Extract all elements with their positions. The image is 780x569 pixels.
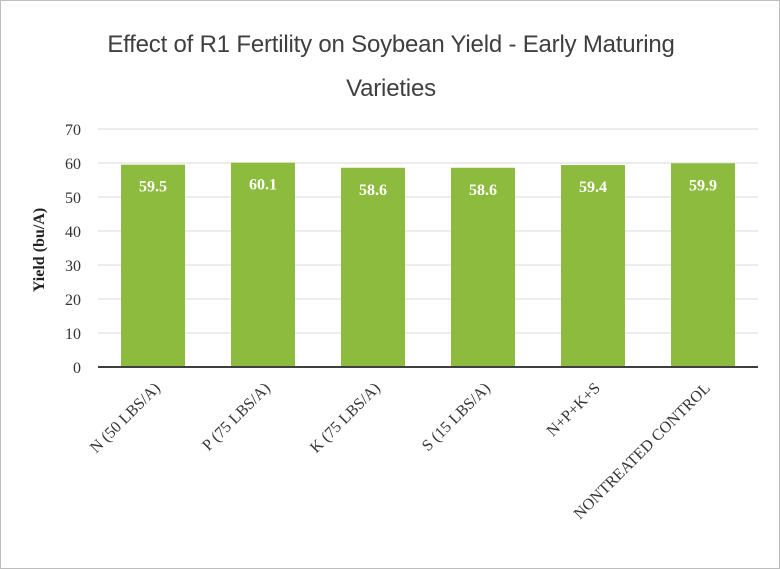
y-tick-label: 20 xyxy=(65,292,81,309)
x-tick-label: N+P+K+S xyxy=(544,380,604,440)
bar xyxy=(451,167,515,367)
y-tick-label: 30 xyxy=(65,258,81,275)
bar xyxy=(561,165,625,367)
data-label: 59.9 xyxy=(689,177,717,194)
bar xyxy=(121,164,185,367)
bar xyxy=(341,167,405,367)
x-axis-categories: N (50 LBS/A) P (75 LBS/A) K (75 LBS/A) S (1… xyxy=(87,380,714,523)
data-label: 60.1 xyxy=(249,177,277,194)
data-labels: 59.5 60.1 58.6 58.6 59.4 59.9 xyxy=(139,177,717,199)
data-label: 58.6 xyxy=(469,182,497,199)
bar xyxy=(231,162,295,367)
chart-title: Effect of R1 Fertility on Soybean Yield … xyxy=(107,31,675,102)
data-label: 59.5 xyxy=(139,179,167,196)
x-tick-label: K (75 LBS/A) xyxy=(307,380,384,457)
y-tick-label: 10 xyxy=(65,326,81,343)
y-tick-label: 40 xyxy=(65,224,81,241)
y-tick-label: 60 xyxy=(65,156,81,173)
x-tick-label: N (50 LBS/A) xyxy=(87,380,164,457)
y-tick-label: 50 xyxy=(65,190,81,207)
bars xyxy=(121,162,735,367)
data-label: 58.6 xyxy=(359,182,387,199)
data-label: 59.4 xyxy=(579,179,607,196)
bar xyxy=(671,163,735,367)
y-axis-title: Yield (bu/A) xyxy=(31,208,48,292)
y-tick-label: 70 xyxy=(65,122,81,139)
x-tick-label: S (15 LBS/A) xyxy=(419,380,494,455)
gridlines xyxy=(98,128,758,334)
x-tick-label: P (75 LBS/A) xyxy=(199,380,273,454)
y-tick-label: 0 xyxy=(73,360,81,377)
y-axis-ticks: 0 10 20 30 40 50 60 70 xyxy=(65,122,81,377)
